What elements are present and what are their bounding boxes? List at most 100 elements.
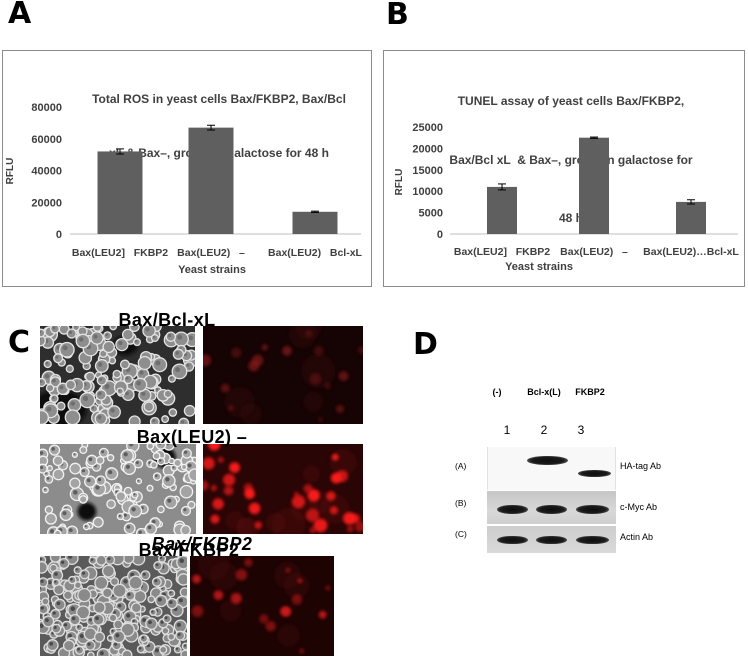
brightfield-image	[40, 556, 187, 656]
yeast-cell	[155, 444, 167, 450]
yeast-cell-core	[68, 330, 73, 334]
yeast-cell	[90, 331, 104, 345]
chart-title-line: TUNEL assay of yeast cells Bax/FKBP2,	[457, 94, 685, 108]
yeast-cell	[165, 331, 177, 342]
yeast-cell-core	[159, 459, 162, 462]
yeast-cell	[139, 634, 149, 643]
yeast-cell-core	[126, 613, 131, 618]
yeast-cell-core	[108, 636, 111, 639]
yeast-cell-core	[169, 600, 173, 604]
error-bar	[207, 124, 215, 131]
yeast-cell-core	[158, 444, 162, 445]
yeast-cell-core	[40, 557, 43, 561]
yeast-cell	[162, 614, 172, 624]
yeast-cell-core	[110, 408, 115, 413]
error-bar	[116, 148, 124, 155]
yeast-cell-core	[40, 623, 44, 628]
yeast-cell-core	[176, 622, 181, 627]
yeast-cell	[76, 605, 91, 620]
micro-row-label: Bax/Bcl-xL	[118, 310, 216, 330]
yeast-cell-core	[52, 611, 56, 615]
yeast-cell-core	[157, 597, 162, 602]
yeast-cell	[112, 583, 127, 598]
y-tick-label: 20000	[31, 197, 62, 209]
yeast-cell-core	[108, 470, 113, 475]
x-tick-label: Bax(LEU2)…Bcl-xL	[643, 246, 739, 258]
yeast-cell-core	[142, 618, 147, 623]
yeast-cell-core	[175, 647, 179, 650]
yeast-cell-core	[55, 355, 59, 359]
yeast-cell	[69, 462, 82, 475]
yeast-cell-core	[169, 376, 173, 380]
protein-band	[576, 505, 609, 514]
y-tick-label: 20000	[412, 143, 443, 155]
error-bar	[590, 136, 598, 139]
y-tick-label: 25000	[412, 122, 443, 134]
yeast-cell-core	[118, 514, 121, 517]
yeast-cell-core	[186, 363, 190, 367]
yeast-cell	[128, 415, 141, 424]
fluorescent-spot	[213, 590, 224, 600]
yeast-cell	[135, 478, 143, 485]
yeast-cell	[152, 452, 161, 460]
yeast-cell	[75, 623, 84, 632]
yeast-cell-core	[165, 444, 170, 446]
yeast-cell-core	[52, 396, 55, 399]
protein-band	[578, 470, 611, 477]
yeast-cell	[102, 340, 115, 354]
yeast-cell	[106, 454, 115, 462]
yeast-cell	[40, 328, 46, 338]
yeast-cell-core	[138, 647, 142, 650]
fluorescent-spot	[294, 491, 299, 497]
yeast-cell-core	[99, 377, 103, 381]
yeast-cell	[109, 326, 118, 331]
yeast-cell	[180, 463, 188, 471]
yeast-cell-core	[141, 636, 145, 639]
yeast-cell	[168, 408, 178, 417]
yeast-cell	[161, 415, 170, 424]
yeast-cell	[188, 468, 196, 482]
yeast-cell-core	[167, 498, 172, 503]
fluorescent-spot	[354, 521, 363, 532]
x-tick-label: Bax(LEU2) –	[560, 246, 628, 258]
yeast-cell-core	[152, 335, 156, 339]
yeast-cell	[77, 587, 92, 603]
y-tick-label: 60000	[31, 134, 62, 146]
fluorescent-spot	[231, 347, 242, 358]
yeast-cell-core	[180, 420, 185, 424]
yeast-cell-core	[154, 648, 159, 653]
yeast-cell-core	[40, 337, 41, 341]
brightfield-image	[40, 326, 195, 424]
yeast-cell-core	[145, 327, 150, 332]
yeast-cell-core	[155, 563, 159, 567]
fluorescent-spot	[285, 568, 291, 573]
antibody-label: HA-tag Ab	[620, 461, 662, 471]
yeast-cell	[180, 524, 191, 534]
yeast-cell-core	[163, 417, 166, 420]
yeast-cell-core	[178, 598, 183, 603]
yeast-cell	[53, 529, 62, 534]
lane-number: 3	[577, 423, 585, 437]
yeast-cell-core	[154, 579, 158, 583]
yeast-cell-core	[61, 560, 65, 564]
fluorescent-spot	[291, 495, 306, 509]
fluorescent-spot	[313, 518, 328, 533]
yeast-cell	[123, 522, 136, 534]
background-glow	[240, 403, 262, 424]
yeast-cell	[49, 556, 61, 563]
yeast-cell	[75, 333, 91, 349]
yeast-cell-core	[155, 360, 161, 366]
yeast-cell	[121, 328, 134, 341]
fluorescent-spot	[324, 382, 331, 389]
fluorescent-spot	[318, 610, 327, 619]
yeast-cell	[121, 649, 133, 656]
bar	[676, 201, 706, 234]
yeast-cell	[95, 556, 107, 566]
yeast-cell-core	[130, 572, 135, 577]
yeast-cell-core	[177, 633, 181, 636]
bar	[579, 137, 609, 234]
yeast-cell-core	[111, 326, 114, 327]
fluorescent-spot	[280, 606, 291, 617]
yeast-cell	[112, 369, 122, 379]
yeast-cell-core	[70, 577, 73, 581]
